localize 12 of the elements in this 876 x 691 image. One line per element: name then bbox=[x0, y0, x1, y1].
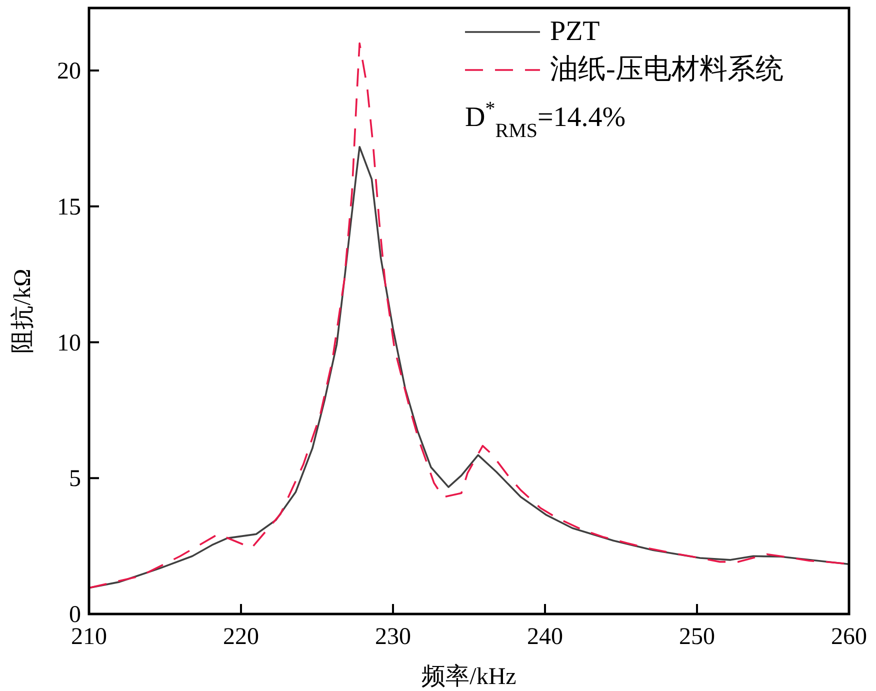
y-tick-label: 20 bbox=[57, 58, 81, 84]
x-axis-title: 频率/kHz bbox=[422, 663, 516, 690]
y-tick-label: 15 bbox=[57, 194, 81, 220]
x-tick-label: 230 bbox=[375, 624, 411, 650]
x-tick-label: 250 bbox=[679, 624, 715, 650]
y-tick-label: 5 bbox=[69, 466, 81, 492]
x-tick-label: 220 bbox=[223, 624, 259, 650]
x-tick-label: 240 bbox=[527, 624, 563, 650]
y-axis-title: 阻抗/kΩ bbox=[10, 268, 36, 354]
x-tick-label: 260 bbox=[831, 624, 867, 650]
annotation: D$^{*}$$_{RMS}$=14.4% bbox=[465, 98, 626, 142]
y-tick-label: 10 bbox=[57, 330, 81, 356]
